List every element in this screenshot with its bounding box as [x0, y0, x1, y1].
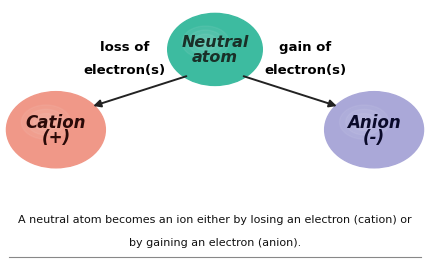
- Ellipse shape: [200, 38, 212, 46]
- Ellipse shape: [6, 92, 105, 168]
- Ellipse shape: [194, 34, 217, 50]
- Text: A neutral atom becomes an ion either by losing an electron (cation) or: A neutral atom becomes an ion either by …: [18, 215, 412, 225]
- Ellipse shape: [182, 26, 229, 58]
- Text: atom: atom: [192, 50, 238, 65]
- Text: electron(s): electron(s): [84, 64, 166, 77]
- Text: Cation: Cation: [26, 114, 86, 132]
- Text: (+): (+): [41, 129, 71, 147]
- Ellipse shape: [325, 92, 424, 168]
- Ellipse shape: [28, 109, 64, 135]
- Ellipse shape: [358, 118, 370, 126]
- Ellipse shape: [21, 105, 71, 139]
- Text: Anion: Anion: [347, 114, 401, 132]
- Ellipse shape: [40, 118, 52, 126]
- Ellipse shape: [34, 114, 58, 131]
- Ellipse shape: [352, 114, 377, 131]
- Text: Neutral: Neutral: [181, 35, 249, 50]
- Text: electron(s): electron(s): [264, 64, 346, 77]
- Text: (-): (-): [363, 129, 385, 147]
- Text: loss of: loss of: [100, 41, 149, 54]
- Text: gain of: gain of: [279, 41, 332, 54]
- Ellipse shape: [346, 109, 383, 135]
- Ellipse shape: [339, 105, 389, 139]
- Text: by gaining an electron (anion).: by gaining an electron (anion).: [129, 238, 301, 248]
- Ellipse shape: [188, 30, 223, 54]
- Ellipse shape: [168, 13, 262, 86]
